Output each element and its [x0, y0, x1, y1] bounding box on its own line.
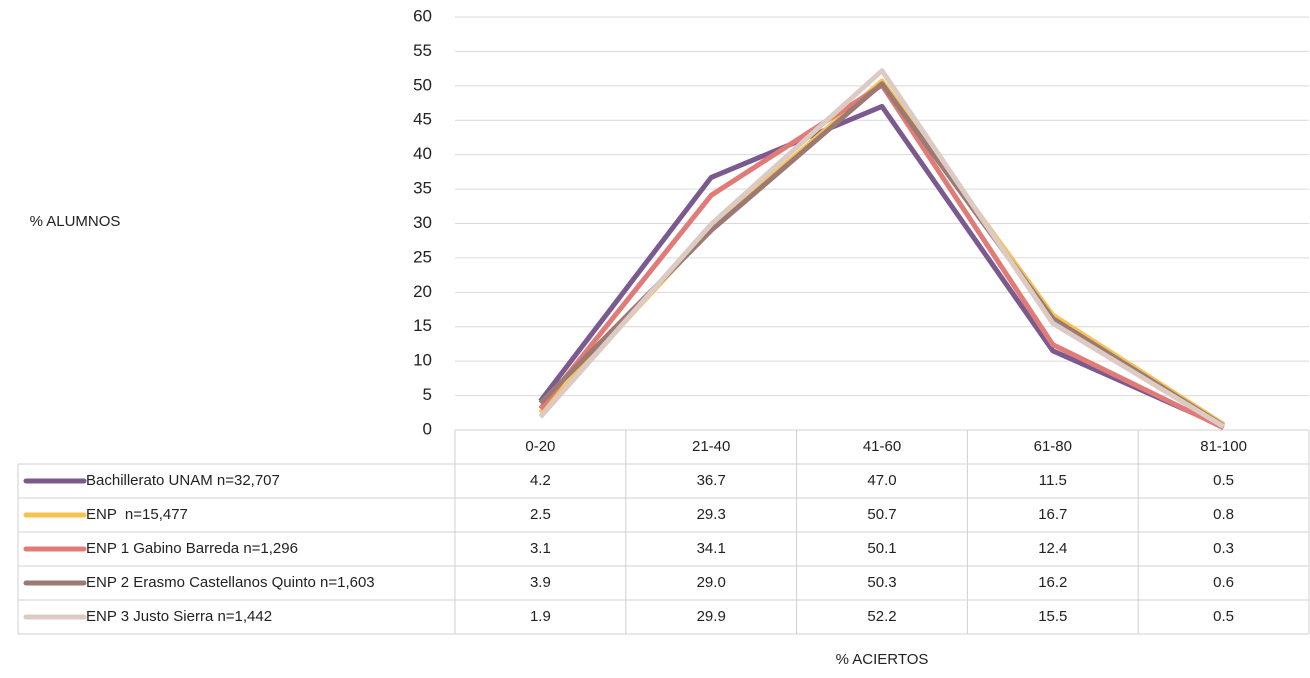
y-tick-label: 40: [413, 144, 432, 163]
x-axis-label: % ACIERTOS: [836, 651, 929, 668]
y-tick-label: 55: [413, 41, 432, 60]
table-value: 3.1: [530, 540, 551, 557]
table-value: 0.5: [1213, 472, 1234, 489]
legend-label: Bachillerato UNAM n=32,707: [86, 472, 280, 489]
table-value: 12.4: [1038, 540, 1067, 557]
table-value: 11.5: [1039, 472, 1067, 489]
table-value: 50.1: [867, 540, 896, 557]
x-tick-label: 21-40: [692, 438, 730, 455]
series-line: [538, 68, 1225, 429]
table-value: 50.7: [867, 506, 896, 523]
table-value: 29.9: [697, 608, 726, 625]
x-tick-label: 41-60: [863, 438, 901, 455]
table-value: 0.6: [1213, 574, 1234, 591]
y-axis-label: % ALUMNOS: [30, 213, 121, 230]
table-value: 3.9: [530, 574, 551, 591]
y-tick-label: 25: [413, 247, 432, 266]
y-tick-label: 20: [413, 282, 432, 301]
table-value: 52.2: [867, 608, 896, 625]
legend-label: ENP 2 Erasmo Castellanos Quinto n=1,603: [86, 574, 375, 591]
y-tick-label: 10: [413, 351, 432, 370]
series-line: [538, 82, 1225, 431]
series-line: [538, 103, 1225, 429]
series-line: [538, 78, 1225, 427]
table-value: 16.2: [1038, 574, 1067, 591]
y-tick-label: 50: [413, 75, 432, 94]
table-value: 0.5: [1213, 608, 1234, 625]
y-tick-label: 0: [423, 419, 432, 438]
legend-label: ENP 1 Gabino Barreda n=1,296: [86, 540, 298, 557]
legend-label: ENP 3 Justo Sierra n=1,442: [86, 608, 272, 625]
table-value: 15.5: [1038, 608, 1067, 625]
table-value: 4.2: [530, 472, 551, 489]
table-value: 1.9: [530, 608, 551, 625]
table-value: 29.0: [697, 574, 726, 591]
table-value: 50.3: [867, 574, 896, 591]
table-value: 29.3: [697, 506, 726, 523]
legend-label: ENP n=15,477: [86, 506, 188, 523]
table-value: 0.8: [1213, 506, 1234, 523]
table-value: 2.5: [530, 506, 551, 523]
table-value: 0.3: [1213, 540, 1234, 557]
table-value: 34.1: [697, 540, 726, 557]
y-tick-label: 30: [413, 213, 432, 232]
y-tick-label: 5: [423, 385, 432, 404]
x-tick-label: 61-80: [1034, 438, 1072, 455]
table-value: 47.0: [867, 472, 896, 489]
y-tick-label: 15: [413, 316, 432, 335]
table-value: 36.7: [697, 472, 726, 489]
x-tick-label: 81-100: [1200, 438, 1247, 455]
y-tick-label: 45: [413, 110, 432, 129]
y-tick-label: 35: [413, 179, 432, 198]
table-value: 16.7: [1038, 506, 1067, 523]
x-tick-label: 0-20: [525, 438, 555, 455]
y-tick-label: 60: [413, 6, 432, 25]
series-line: [538, 81, 1225, 428]
